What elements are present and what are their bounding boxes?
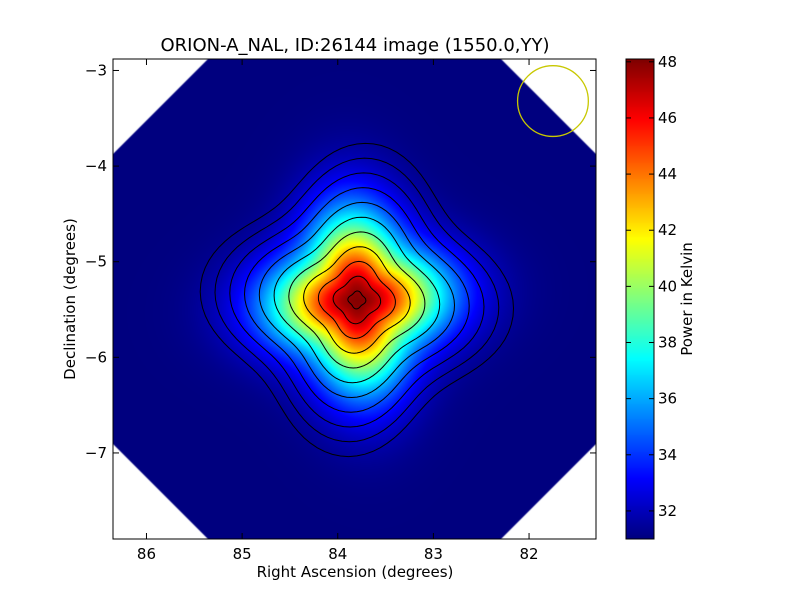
y-tick-label: −4: [85, 157, 107, 175]
y-tick-label: −7: [85, 444, 107, 462]
contour-line: [273, 216, 441, 384]
colorbar-tick-label: 44: [658, 165, 677, 183]
contour-line: [214, 157, 500, 443]
contour-line: [347, 290, 367, 310]
y-axis: −3 −4 −5 −6 −7: [85, 61, 596, 462]
contour-line: [229, 172, 485, 428]
contour-line: [243, 187, 470, 413]
y-tick-label: −5: [85, 253, 107, 271]
colorbar-tick-label: 38: [658, 334, 677, 352]
x-axis: 86 85 84 83 82: [137, 59, 539, 563]
heatmap-image: [113, 59, 596, 539]
y-tick-label: −3: [85, 61, 107, 79]
x-tick-label: 82: [520, 545, 539, 563]
plot-area: [113, 59, 596, 539]
chart-title: ORION-A_NAL, ID:26144 image (1550.0,YY): [160, 35, 549, 56]
colorbar-tick-label: 36: [658, 390, 677, 408]
colorbar-label: Power in Kelvin: [678, 242, 696, 356]
y-axis-label: Declination (degrees): [61, 218, 79, 380]
contour-line: [288, 231, 426, 369]
colorbar-tick-label: 32: [658, 502, 677, 520]
colorbar-tick-label: 46: [658, 109, 677, 127]
colorbar-tick-label: 42: [658, 221, 677, 239]
y-tick-label: −6: [85, 348, 107, 366]
x-tick-label: 83: [424, 545, 443, 563]
colorbar-gradient: [626, 59, 654, 539]
contour-line: [199, 142, 515, 458]
x-tick-label: 84: [328, 545, 347, 563]
x-tick-label: 86: [137, 545, 156, 563]
contour-line: [332, 275, 382, 325]
contour-line: [317, 260, 396, 340]
x-tick-label: 85: [233, 545, 252, 563]
contour-line: [303, 246, 411, 354]
colorbar-tick-label: 34: [658, 446, 677, 464]
beam-circle: [516, 65, 589, 138]
contour-lines: [199, 142, 515, 458]
x-axis-label: Right Ascension (degrees): [257, 563, 454, 581]
contour-line: [258, 201, 456, 399]
plot-frame: [112, 58, 597, 540]
colorbar: 32 34 36 38 40 42 44 46 48: [625, 53, 677, 540]
colorbar-tick-label: 40: [658, 277, 677, 295]
colorbar-frame: [625, 58, 655, 540]
colorbar-tick-label: 48: [658, 53, 677, 71]
